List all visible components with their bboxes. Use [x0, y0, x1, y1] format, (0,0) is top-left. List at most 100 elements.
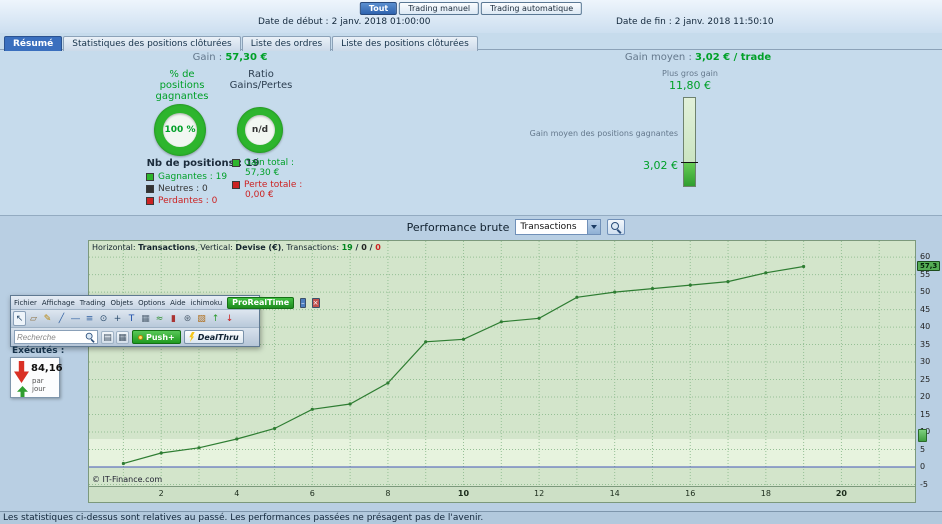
trendline-icon[interactable]: ╱ [58, 314, 65, 324]
plot-header-part: Devise (€) [235, 243, 282, 252]
plot-header-part: / [352, 243, 362, 252]
y-axis-label: 55 [920, 269, 931, 279]
eraser-icon[interactable]: ▱ [30, 314, 37, 324]
prorealtime-logo: ProRealTime [227, 296, 295, 309]
menu-item-fichier[interactable]: Fichier [14, 298, 37, 307]
x-axis-label: 14 [609, 489, 620, 498]
menu-item-trading[interactable]: Trading [79, 298, 106, 307]
mode-button-tout[interactable]: Tout [359, 2, 398, 15]
legend-color-swatch [146, 173, 154, 181]
positions-count: Nb de positions : 19 [146, 158, 260, 169]
executions-label: Exécutés : [12, 346, 65, 356]
gain-bar-average-tick [681, 162, 698, 163]
menu-item-options[interactable]: Options [138, 298, 166, 307]
plot-header-part: Transactions [138, 243, 196, 252]
search-input[interactable] [17, 332, 83, 342]
section-divider [0, 215, 942, 216]
gain-moyen-value: 3,02 € / trade [695, 52, 772, 63]
search-box [14, 330, 98, 344]
palette-icon[interactable]: ▨ [197, 314, 206, 324]
x-axis-label: 16 [685, 489, 696, 498]
minimize-button[interactable]: – [300, 297, 306, 308]
biggest-gain-value: 11,80 € [669, 79, 711, 92]
close-icon[interactable]: × [311, 297, 320, 308]
plot-header-part: 0 [375, 243, 381, 252]
perte-totale-label: Perte totale : [244, 179, 303, 190]
plot-header-part: 19 [341, 243, 353, 252]
push-icon [138, 334, 143, 340]
legend-item-label: Neutres : 0 [158, 184, 208, 194]
legend-item: Gagnantes : 19 [146, 171, 227, 183]
search-icon[interactable] [85, 332, 95, 342]
menu-item-affichage[interactable]: Affichage [41, 298, 75, 307]
date-start: Date de début :2 janv. 2018 01:00:00 [258, 17, 433, 27]
date-end-label: Date de fin : [616, 17, 672, 27]
parallel-lines-icon[interactable]: ≡ [85, 314, 94, 324]
y-axis-label: 30 [920, 357, 931, 367]
y-axis-label: 20 [920, 392, 931, 402]
candlestick-icon[interactable]: ▮ [171, 314, 176, 324]
plot-header-part: / [366, 243, 376, 252]
win-percent-gauge: 100 % [154, 104, 206, 156]
sell-arrow-icon[interactable]: ↓ [225, 314, 234, 324]
horizontal-line-icon[interactable]: ― [71, 314, 80, 324]
win-percent-gauge-center: 100 % [162, 112, 198, 148]
performance-select[interactable]: Transactions [515, 219, 602, 235]
chart-grid-icon[interactable]: ▦ [141, 314, 150, 324]
plot-header-part: , Vertical: [195, 243, 236, 252]
gain-total-swatch [232, 158, 240, 167]
y-axis-label: 45 [920, 304, 931, 314]
performance-label: Performance brute [406, 220, 510, 234]
gain-bar-gauge [681, 97, 698, 187]
list-view-icon[interactable]: ▤ [101, 330, 114, 344]
legend-color-swatch [146, 197, 154, 205]
axis-scroll-thumb[interactable] [918, 429, 927, 442]
settings-icon[interactable]: ⊛ [183, 314, 192, 324]
indicator-icon[interactable]: ≈ [155, 314, 164, 324]
tab-statistiques-des-positions-cloturees[interactable]: Statistiques des positions clôturées [63, 36, 241, 51]
buy-arrow-icon[interactable]: ↑ [211, 314, 220, 324]
y-axis-label: 60 [920, 252, 931, 262]
tab-liste-des-positions-cloturees[interactable]: Liste des positions clôturées [332, 36, 478, 51]
gain-moyen-line: Gain moyen : 3,02 € / trade [598, 52, 798, 63]
mode-button-trading-manuel[interactable]: Trading manuel [399, 2, 480, 15]
legend-item-label: Gagnantes : 19 [158, 172, 228, 182]
pointer-icon[interactable]: ↖ [13, 311, 26, 326]
pencil-icon[interactable]: ✎ [43, 314, 52, 324]
chart-svg [89, 241, 915, 486]
menu-bar: Fichier Affichage Trading Objets Options Aide… [11, 296, 320, 309]
mode-button-trading-automatique[interactable]: Trading automatique [481, 2, 583, 15]
y-axis-label: -5 [920, 479, 928, 489]
x-axis-label: 8 [385, 489, 391, 498]
perte-totale-row: Perte totale : [232, 179, 302, 190]
menu-item-objets[interactable]: Objets [110, 298, 134, 307]
menu-item-aide[interactable]: Aide [170, 298, 186, 307]
chart-settings-button[interactable] [607, 219, 626, 235]
legend-item: Perdantes : 0 [146, 195, 227, 207]
search-row: ▤▦ Push+ DealThru [11, 327, 259, 346]
tab-resume[interactable]: Résumé [4, 36, 63, 51]
tab-liste-des-ordres[interactable]: Liste des ordres [241, 36, 332, 51]
gain-value: 57,30 € [225, 52, 268, 63]
ticker-unit: par jour [32, 377, 46, 393]
gain-total-label: Gain total : [244, 157, 295, 168]
text-icon[interactable]: T [128, 314, 135, 324]
crosshair-icon[interactable]: + [113, 314, 122, 324]
zoom-icon[interactable]: ⊙ [99, 314, 108, 324]
y-axis-label: 25 [920, 374, 931, 384]
gain-moyen-label: Gain moyen : [624, 52, 692, 63]
dealthru-button[interactable]: DealThru [183, 330, 244, 344]
biggest-gain-label: Plus gros gain [662, 69, 718, 78]
ratio-gauge: n/d [237, 107, 283, 153]
gain-bar-fill [684, 163, 695, 186]
y-axis-label: 15 [920, 409, 931, 419]
perte-totale-swatch [232, 180, 240, 189]
menu-item-ichimoku[interactable]: ichimoku [190, 298, 223, 307]
push-button[interactable]: Push+ [132, 330, 181, 344]
grid-view-icon[interactable]: ▦ [116, 330, 129, 344]
legend-item: Neutres : 0 [146, 183, 227, 195]
x-axis-label: 2 [158, 489, 164, 498]
performance-row: Performance brute Transactions [0, 219, 942, 235]
price-up-arrow-icon [17, 386, 28, 397]
